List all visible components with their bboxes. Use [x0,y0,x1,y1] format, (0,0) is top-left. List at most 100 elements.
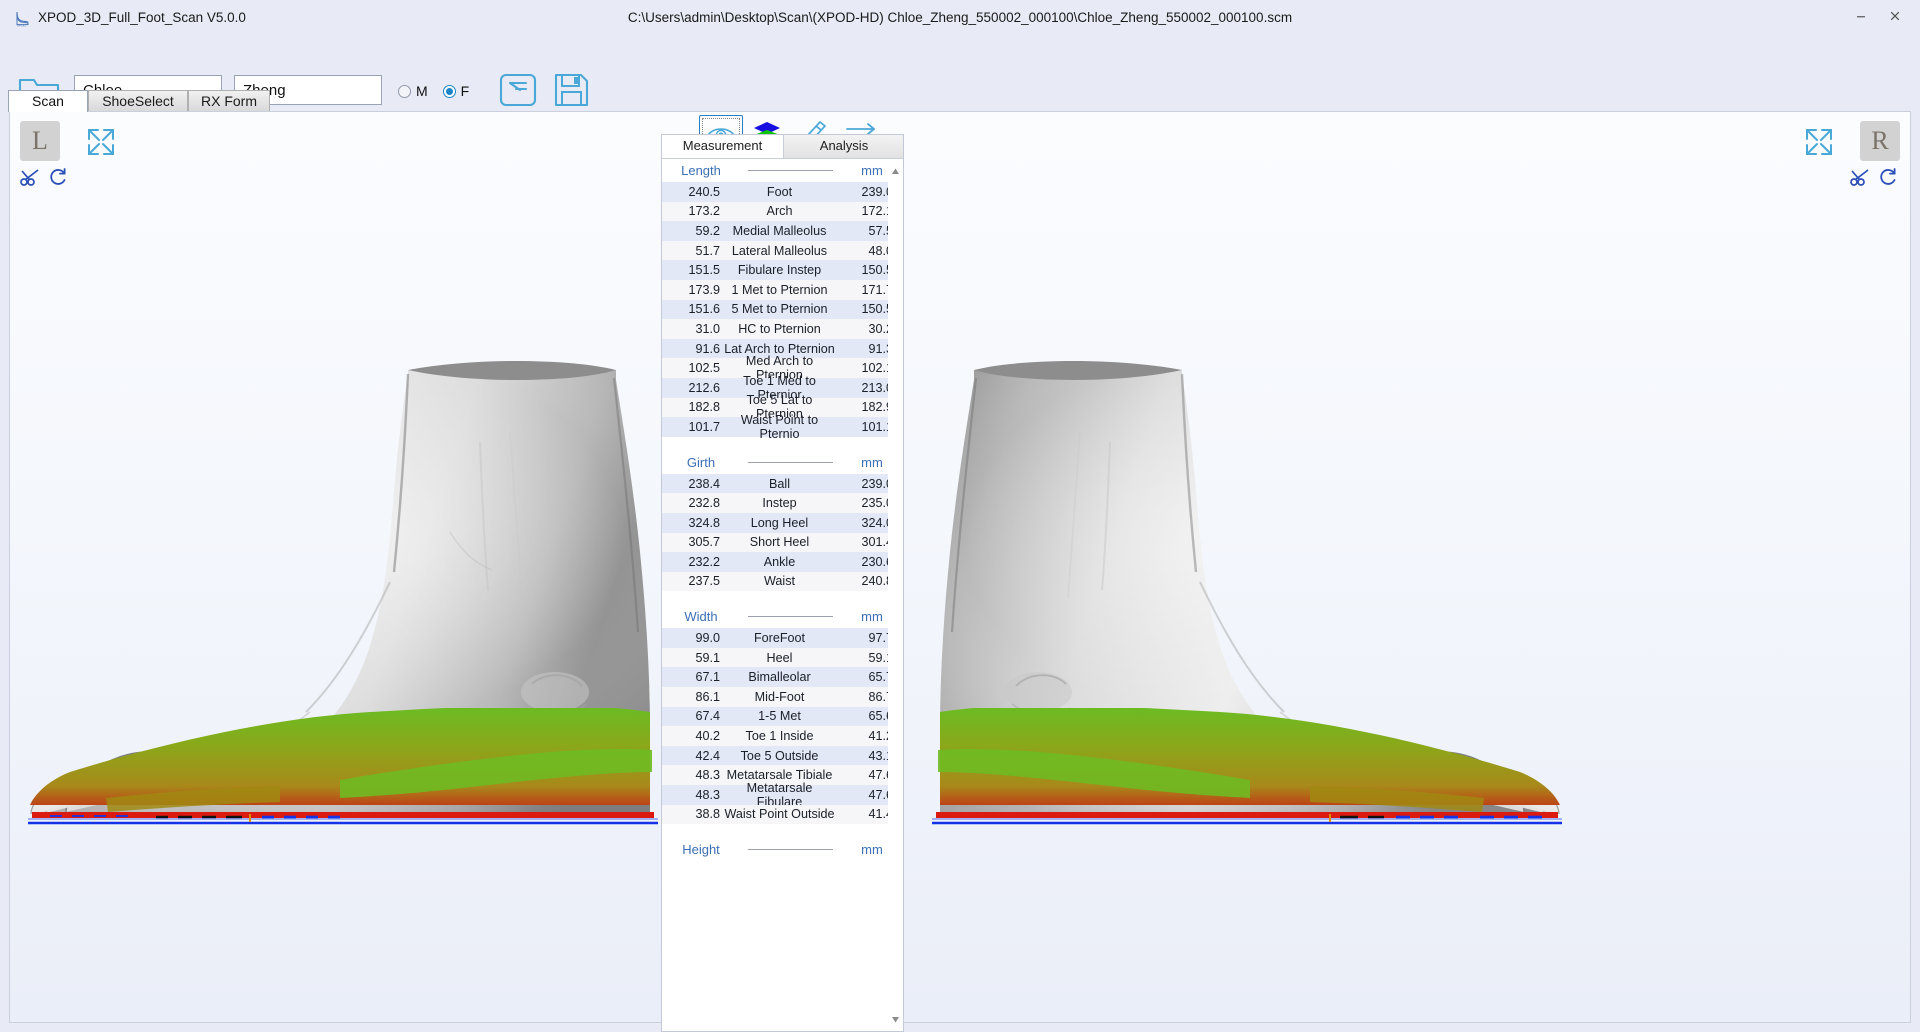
measurement-panel: Measurement Analysis Length mm 240.5 Foot 23… [661,134,904,1032]
right-foot-value: 235.0 [861,496,893,511]
measurement-row[interactable]: 48.3 Metatarsale Fibulare 47.6 [662,781,903,809]
measurement-name: Instep [762,496,797,511]
measurement-table-body[interactable]: Length mm 240.5 Foot 239.0 173.2 Arch 172.1 59.2… [662,159,903,1031]
gender-male-radio[interactable] [398,84,411,98]
measurement-row[interactable]: 59.2 Medial Malleolus 57.5 [662,221,903,241]
tab-rx-form[interactable]: RX Form [188,90,270,112]
measurement-row[interactable]: 48.3 Metatarsale Tibiale 47.6 [662,765,903,786]
measurement-row[interactable]: 38.8 Waist Point Outside 41.4 [662,804,903,825]
measurement-name: Bimalleolar [748,670,811,685]
measurement-row[interactable]: 86.1 Mid-Foot 86.7 [662,687,903,707]
measurement-row[interactable]: 67.1 Bimalleolar 65.7 [662,667,903,688]
tab-analysis[interactable]: Analysis [819,138,869,153]
floppy-save-icon[interactable] [549,68,593,112]
measurement-name: 5 Met to Pternion [731,302,828,317]
gender-radio-group: M F [398,80,479,102]
measurement-scrollbar[interactable] [888,159,903,1031]
tab-shoeselect[interactable]: ShoeSelect [88,90,188,112]
left-foot-value: 59.2 [695,223,720,238]
right-foot-value: 301.4 [861,535,893,550]
rotate-refresh-icon[interactable] [1878,167,1898,187]
right-foot-value: 239.0 [861,476,893,491]
measurement-name: Fibulare Instep [737,263,822,278]
measurement-name: 1-5 Met [758,709,801,724]
measurement-row[interactable]: 42.4 Toe 5 Outside 43.1 [662,745,903,766]
minimize-button[interactable] [1848,6,1874,28]
gender-male-label: M [416,83,428,99]
measurement-row[interactable]: 99.0 ForeFoot 97.7 [662,628,903,648]
left-foot-value: 40.2 [695,729,720,744]
file-path-title: C:\Users\admin\Desktop\Scan\(XPOD-HD) Ch… [627,10,1293,25]
close-button[interactable] [1882,6,1908,28]
rotate-refresh-icon[interactable] [48,167,68,187]
left-foot-value: 151.6 [688,302,720,317]
measurement-row[interactable]: 59.1 Heel 59.1 [662,647,903,668]
left-foot-model[interactable] [10,112,670,1022]
measurement-row[interactable]: 40.2 Toe 1 Inside 41.2 [662,726,903,746]
left-foot-value: 232.2 [688,554,720,569]
foot-scan-logo-icon: XPOD [14,9,32,27]
measurement-name: Long Heel [750,515,809,530]
measurement-name: Lateral Malleolus [731,243,828,258]
title-bar: XPOD XPOD_3D_Full_Foot_Scan V5.0.0 C:\Us… [0,0,1920,35]
left-foot-badge[interactable]: L [20,121,60,161]
gender-female-label: F [460,83,470,99]
right-foot-value: 48.0 [868,243,893,258]
measurement-section-header: Girth mm [662,451,903,474]
measurement-row[interactable]: 173.2 Arch 172.1 [662,201,903,222]
measurement-row[interactable]: 67.4 1-5 Met 65.6 [662,706,903,727]
measurement-row[interactable]: 102.5 Med Arch to Pternion 102.1 [662,354,903,382]
right-foot-value: 30.2 [868,321,893,336]
measurement-row[interactable]: 91.6 Lat Arch to Pternion 91.3 [662,338,903,359]
measurement-row[interactable]: 151.6 5 Met to Pternion 150.5 [662,299,903,320]
measurement-row[interactable]: 232.2 Ankle 230.6 [662,552,903,572]
left-foot-value: 48.3 [695,787,720,802]
measurement-row[interactable]: 151.5 Fibulare Instep 150.5 [662,260,903,280]
left-foot-value: 51.7 [695,243,720,258]
measurement-name: Arch [766,204,793,219]
measurement-name: Mid-Foot [754,689,805,704]
measurement-row[interactable]: 101.7 Waist Point to Pternio 101.1 [662,413,903,441]
right-foot-value: 47.6 [868,787,893,802]
scissors-cut-icon[interactable] [1850,167,1872,187]
right-foot-value: 230.6 [861,554,893,569]
scan-viewport[interactable]: L [9,111,1911,1023]
scroll-down-arrow-icon[interactable] [891,1013,900,1023]
measurement-name: Lat Arch to Pternion [724,341,835,356]
scissors-cut-icon[interactable] [20,167,42,187]
gender-female-radio[interactable] [442,84,456,98]
left-foot-value: 67.4 [695,709,720,724]
measurement-name: 1 Met to Pternion [731,282,828,297]
right-foot-model[interactable] [920,112,1580,1022]
left-foot-value: 67.1 [695,670,720,685]
left-foot-value: 212.6 [688,380,720,395]
right-foot-value: 47.6 [868,768,893,783]
left-foot-value: 240.5 [688,184,720,199]
measurement-row[interactable]: 324.8 Long Heel 324.0 [662,512,903,533]
scroll-up-arrow-icon[interactable] [891,165,900,174]
expand-arrows-icon[interactable] [84,125,118,159]
section-divider [748,461,833,463]
measurement-row[interactable]: 182.8 Toe 5 Lat to Pternion 182.9 [662,393,903,421]
expand-arrows-icon[interactable] [1802,125,1836,159]
measurement-row[interactable]: 232.8 Instep 235.0 [662,493,903,513]
tab-measurement[interactable]: Measurement [662,135,784,158]
measurement-row[interactable]: 238.4 Ball 239.0 [662,473,903,494]
export-card-icon[interactable] [496,68,540,112]
measurement-row[interactable]: 31.0 HC to Pternion 30.2 [662,319,903,339]
tab-scan[interactable]: Scan [8,90,88,112]
measurement-row[interactable]: 237.5 Waist 240.8 [662,571,903,592]
app-title: XPOD_3D_Full_Foot_Scan V5.0.0 [38,10,246,25]
right-foot-value: 150.5 [861,263,893,278]
right-foot-value: 213.0 [861,380,893,395]
measurement-row[interactable]: 240.5 Foot 239.0 [662,182,903,202]
measurement-row[interactable]: 305.7 Short Heel 301.4 [662,532,903,553]
measurement-section-header: Width mm [662,605,903,628]
measurement-row[interactable]: 51.7 Lateral Malleolus 48.0 [662,240,903,261]
right-foot-value: 150.5 [861,302,893,317]
main-tab-strip: Scan ShoeSelect RX Form [0,90,1920,112]
left-foot-value: 86.1 [695,689,720,704]
measurement-name: Short Heel [749,535,810,550]
measurement-row[interactable]: 173.9 1 Met to Pternion 171.7 [662,279,903,300]
right-foot-badge[interactable]: R [1860,121,1900,161]
